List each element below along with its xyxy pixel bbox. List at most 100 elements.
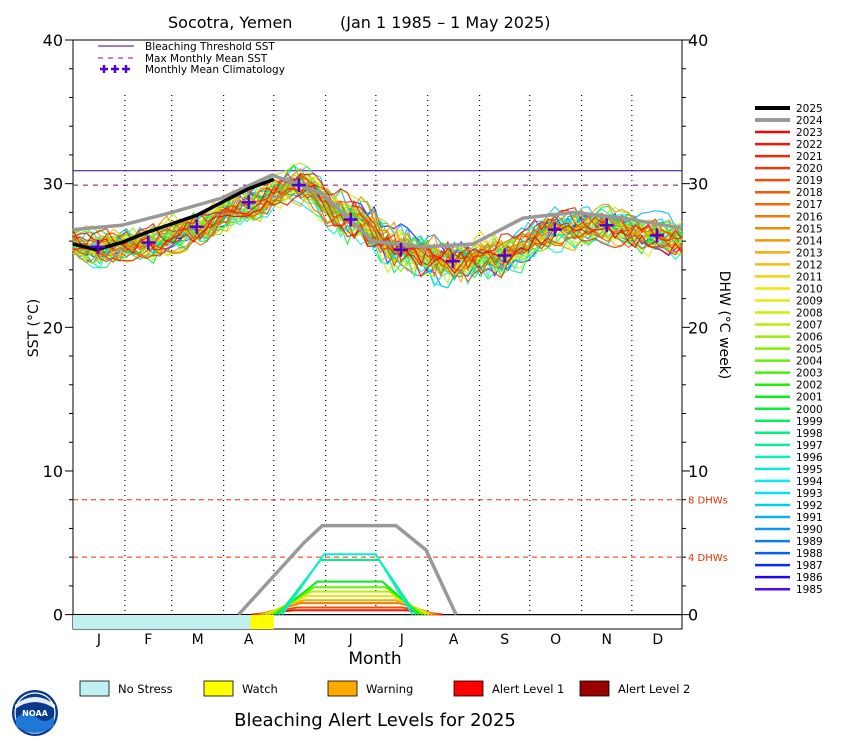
y-tick-label-right: 0 bbox=[688, 606, 698, 625]
year-legend-label: 1996 bbox=[796, 452, 823, 464]
year-legend-label: 2015 bbox=[796, 223, 823, 235]
climatology-marker bbox=[445, 254, 460, 269]
dhw-series bbox=[274, 580, 420, 616]
y-tick-label-right: 30 bbox=[688, 175, 708, 194]
dhw-reference-label: 8 DHWs bbox=[688, 496, 728, 507]
y-tick-label-left: 20 bbox=[43, 318, 63, 337]
alert-legend: No Stress Watch Warning Alert Level 1 Alert … bbox=[79, 680, 690, 697]
x-category-label: D bbox=[652, 632, 663, 648]
year-legend-label: 2020 bbox=[796, 163, 823, 175]
x-category-label: S bbox=[500, 632, 509, 648]
alert-legend-label: No Stress bbox=[118, 682, 173, 696]
alert-legend-swatch bbox=[453, 680, 484, 697]
y-tick-label-left: 10 bbox=[43, 462, 63, 481]
year-legend-label: 2001 bbox=[796, 392, 823, 404]
alert-legend-swatch bbox=[327, 680, 358, 697]
y-tick-label-right: 10 bbox=[688, 462, 708, 481]
year-legend-label: 2021 bbox=[796, 151, 823, 163]
climatology-markers bbox=[91, 178, 664, 269]
y-axis-ticks: 0 0 10 10 20 20 30 30 40 40 bbox=[43, 31, 709, 625]
noaa-logo: NOAA bbox=[12, 690, 58, 736]
year-legend-label: 2018 bbox=[796, 187, 823, 199]
year-legend-label: 1987 bbox=[796, 560, 823, 572]
legend-climatology-label: Monthly Mean Climatology bbox=[145, 64, 285, 76]
y-tick-label-right: 40 bbox=[688, 31, 708, 50]
x-category-label: M bbox=[192, 632, 204, 648]
dhw-series bbox=[237, 523, 458, 616]
year-legend-label: 1990 bbox=[796, 524, 823, 536]
year-legend-label: 1997 bbox=[796, 440, 823, 452]
y-axis-label-left: SST (°C) bbox=[26, 299, 42, 357]
x-category-label: J bbox=[96, 632, 101, 648]
x-category-label: A bbox=[244, 632, 254, 648]
alert-bar-segment bbox=[250, 615, 274, 629]
x-category-label: F bbox=[144, 632, 152, 648]
year-legend-label: 1995 bbox=[796, 464, 823, 476]
year-legend-label: 2003 bbox=[796, 368, 823, 380]
year-legend-label: 2024 bbox=[796, 115, 823, 127]
climatology-marker bbox=[393, 242, 408, 257]
year-legend-label: 1986 bbox=[796, 572, 823, 584]
year-legend-label: 1989 bbox=[796, 536, 823, 548]
y-tick-label-right: 20 bbox=[688, 318, 708, 337]
title-location: Socotra, Yemen bbox=[168, 13, 292, 32]
climatology-marker bbox=[291, 178, 306, 193]
year-legend-label: 2005 bbox=[796, 344, 823, 356]
x-category-label: J bbox=[399, 632, 404, 648]
year-legend: 2025202420232022202120202019201820172016… bbox=[755, 103, 823, 596]
year-legend-label: 2016 bbox=[796, 211, 823, 223]
legend-mmm-label: Max Monthly Mean SST bbox=[145, 53, 268, 65]
year-legend-label: 2011 bbox=[796, 271, 823, 283]
dhw-series bbox=[278, 559, 417, 616]
year-legend-label: 1991 bbox=[796, 512, 823, 524]
alert-legend-label: Alert Level 1 bbox=[492, 682, 564, 696]
year-legend-label: 2009 bbox=[796, 295, 823, 307]
x-category-label: J bbox=[348, 632, 353, 648]
year-legend-label: 2023 bbox=[796, 127, 823, 139]
year-legend-label: 1998 bbox=[796, 428, 823, 440]
year-legend-label: 2014 bbox=[796, 235, 823, 247]
y-axis-label-right: DHW (°C week) bbox=[716, 271, 732, 380]
alert-legend-label: Watch bbox=[242, 682, 278, 696]
year-legend-label: 2000 bbox=[796, 404, 823, 416]
alert-legend-label: Alert Level 2 bbox=[618, 682, 690, 696]
title-period: (Jan 1 1985 – 1 May 2025) bbox=[340, 13, 551, 32]
year-legend-label: 2002 bbox=[796, 380, 823, 392]
year-legend-label: 2007 bbox=[796, 320, 823, 332]
x-category-label: O bbox=[550, 632, 561, 648]
alert-legend-swatch bbox=[79, 680, 110, 697]
legend-threshold-label: Bleaching Threshold SST bbox=[145, 41, 275, 53]
x-category-label: M bbox=[294, 632, 306, 648]
year-legend-label: 2006 bbox=[796, 332, 823, 344]
climatology-marker bbox=[599, 218, 614, 233]
sst-series-2022 bbox=[72, 172, 683, 270]
climatology-marker bbox=[189, 219, 204, 234]
climatology-marker bbox=[343, 212, 358, 227]
climatology-marker bbox=[141, 235, 156, 250]
sst-series-2024 bbox=[72, 173, 683, 249]
alert-legend-swatch bbox=[203, 680, 234, 697]
sst-series-2020 bbox=[72, 172, 683, 265]
alert-legend-swatch bbox=[579, 680, 610, 697]
sst-series-2019 bbox=[72, 187, 683, 283]
year-legend-label: 1994 bbox=[796, 476, 823, 488]
legend-climatology-swatch bbox=[100, 65, 130, 73]
dhw-series-2024 bbox=[237, 523, 458, 616]
logo-text: NOAA bbox=[22, 709, 48, 718]
year-legend-label: 2019 bbox=[796, 175, 823, 187]
dhw-series bbox=[281, 553, 414, 616]
year-legend-label: 1985 bbox=[796, 584, 823, 596]
year-legend-label: 1993 bbox=[796, 488, 823, 500]
climatology-marker bbox=[241, 195, 256, 210]
y-tick-label-left: 30 bbox=[43, 175, 63, 194]
reference-lines: 8 DHWs 4 DHWs bbox=[73, 170, 728, 616]
year-legend-label: 2013 bbox=[796, 247, 823, 259]
year-legend-label: 2004 bbox=[796, 356, 823, 368]
year-legend-label: 2022 bbox=[796, 139, 823, 151]
alert-bar-segment bbox=[73, 615, 251, 629]
climatology-marker bbox=[547, 222, 562, 237]
year-legend-label: 2012 bbox=[796, 259, 823, 271]
y-tick-label-left: 40 bbox=[43, 31, 63, 50]
